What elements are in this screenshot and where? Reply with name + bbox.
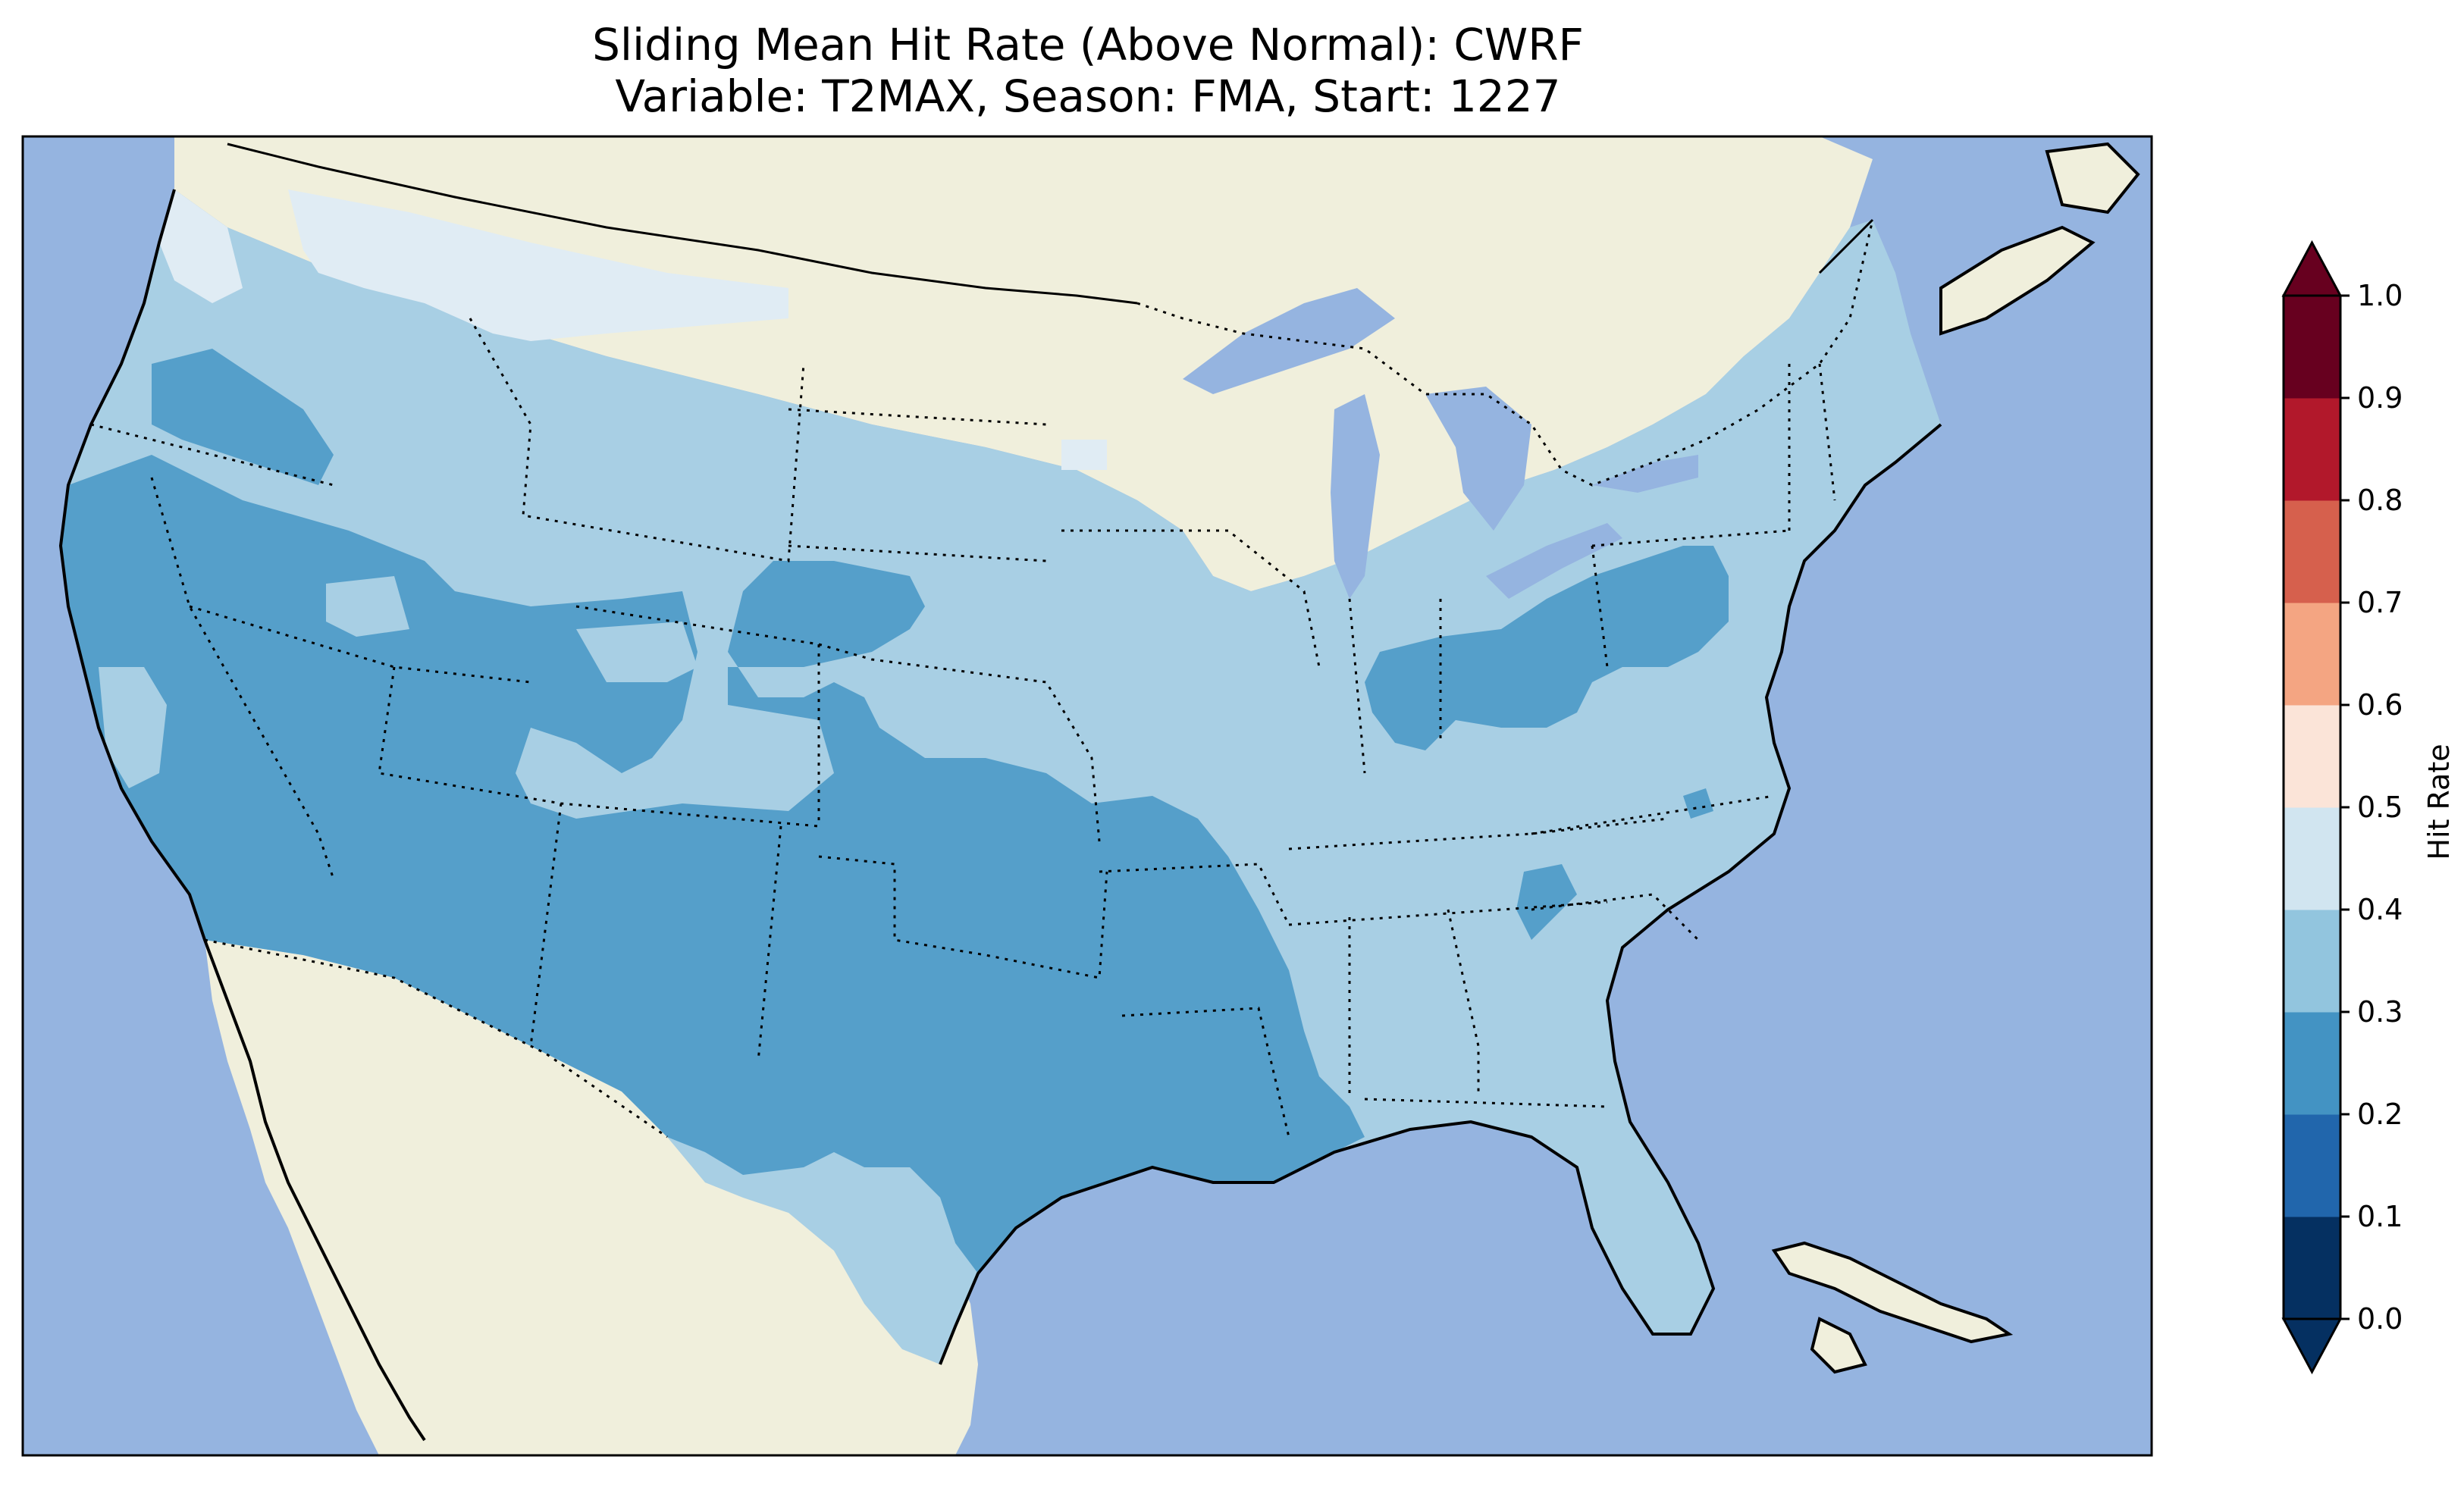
border-nd-sd [788, 408, 1047, 426]
colorbar-segment-7 [2284, 500, 2340, 603]
region-hit-rate-04-05-pacific-nw [159, 189, 243, 303]
us-canada-border-east [1136, 219, 1874, 487]
colorbar: 0.0 0.1 0.2 0.3 0.4 0.5 0.6 0.7 0.8 0.9 1.0 [2281, 240, 2403, 1375]
colorbar-tick-label: 0.6 [2357, 688, 2403, 722]
baja-land [235, 963, 432, 1433]
colorbar-tick-label: 0.0 [2357, 1302, 2403, 1336]
nova-scotia-land [1939, 225, 2096, 336]
newfoundland-land [2045, 142, 2140, 215]
region-oregon [152, 349, 334, 485]
map-area [23, 136, 2152, 1455]
region-ohio-valley [1365, 546, 1729, 750]
colorbar-tick-label: 0.7 [2357, 586, 2403, 619]
lake-michigan [1331, 394, 1380, 599]
colorbar-segment-6 [2284, 603, 2340, 706]
lake-superior [1183, 288, 1395, 394]
colorbar-segment-3 [2284, 910, 2340, 1013]
border-ia-mn [1061, 529, 1321, 668]
border-tn-al-ga [1288, 900, 1608, 926]
regions-hit-rate-03-04-inset [99, 576, 963, 1334]
border-oh-pa [1591, 545, 1609, 668]
colorbar-tick-label: 0.2 [2357, 1098, 2403, 1131]
colorbar-tick-label: 0.3 [2357, 995, 2403, 1029]
border-nm-tx [757, 825, 782, 1062]
regions-hit-rate-02-03 [61, 349, 1729, 1273]
region-georgia-patch [1683, 788, 1713, 819]
colorbar-under-extension [2281, 1317, 2343, 1375]
map-title-line-1: Sliding Mean Hit Rate (Above Normal): CW… [592, 19, 1584, 70]
state-borders [90, 318, 1836, 1139]
bahamas-land [1810, 1317, 1867, 1374]
border-co-wy-ne [575, 605, 820, 826]
colorbar-segment-1 [2284, 1114, 2340, 1217]
colorbar-segment-0 [2284, 1217, 2340, 1320]
border-nc-sc [1531, 893, 1700, 941]
lake-erie [1486, 523, 1622, 599]
colorbar-tick-label: 0.5 [2357, 791, 2403, 824]
lake-ontario [1592, 455, 1698, 493]
region-central-valley [99, 667, 167, 788]
region-west-coast-nevada-utah [61, 455, 1365, 1273]
region-idaho-patch [326, 576, 409, 637]
colorbar-over-extension [2281, 240, 2343, 297]
colorbar-label: Hit Rate [2422, 744, 2456, 860]
canada-land [174, 136, 1873, 591]
colorbar-tick-label: 0.4 [2357, 893, 2403, 926]
border-ga-fl [1364, 1098, 1608, 1108]
border-sd-ne [788, 544, 1047, 562]
coastline [58, 189, 1942, 1442]
border-ny-pa [1591, 529, 1790, 547]
colorbar-tick-label: 0.9 [2357, 381, 2403, 415]
map-title-line-2: Variable: T2MAX, Season: FMA, Start: 122… [615, 70, 1561, 122]
colorbar-segment-9 [2284, 296, 2340, 399]
border-al-ga [1447, 909, 1480, 1092]
border-il-in [1348, 598, 1366, 774]
region-texas-southwest [834, 1167, 963, 1334]
colorbar-tick-label: 0.8 [2357, 484, 2403, 517]
region-hit-rate-04-05-north-dakota [1061, 440, 1107, 470]
colorbar-segment-8 [2284, 398, 2340, 501]
colorbar-segment-4 [2284, 807, 2340, 910]
region-south-carolina-patch [1516, 864, 1577, 940]
region-colorado-plateau [576, 622, 698, 682]
lake-huron [1425, 387, 1531, 531]
colorbar-tick-label: 1.0 [2357, 279, 2403, 312]
cuba-land [1771, 1241, 2014, 1344]
us-canada-border [227, 143, 1874, 305]
map-frame [21, 135, 2153, 1457]
great-lakes [1183, 288, 1698, 599]
border-la-ms [1121, 1007, 1290, 1138]
colorbar-segment-5 [2284, 705, 2340, 808]
border-new-england [1788, 363, 1836, 531]
region-hit-rate-04-05-northwest [288, 189, 788, 341]
border-mt [469, 318, 805, 562]
colorbar-tick-label: 0.1 [2357, 1200, 2403, 1233]
border-nv-ca [150, 477, 335, 880]
colorbar-segment-2 [2284, 1012, 2340, 1115]
border-ks-ne [818, 643, 1101, 842]
border-ut-co-az [378, 666, 820, 828]
